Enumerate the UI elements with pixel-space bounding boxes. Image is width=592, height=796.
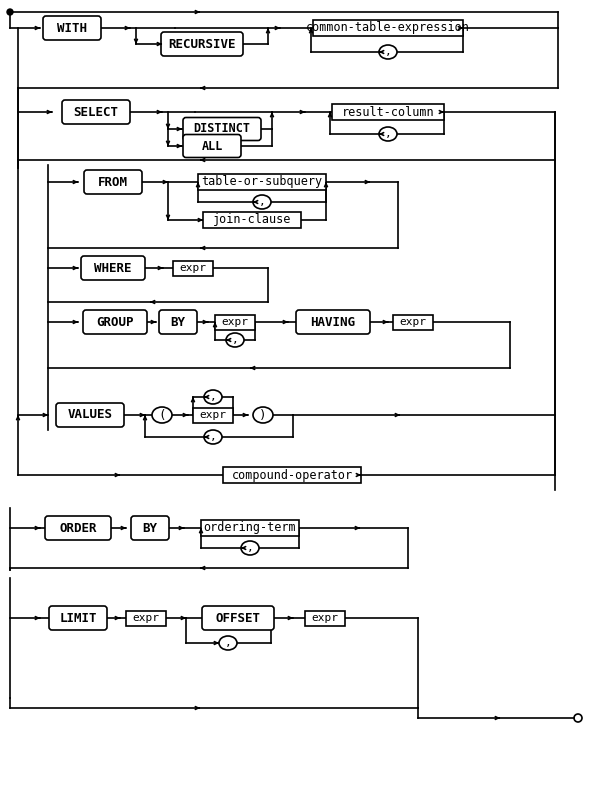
FancyBboxPatch shape (202, 606, 274, 630)
FancyBboxPatch shape (81, 256, 145, 280)
FancyBboxPatch shape (183, 118, 261, 141)
Text: join-clause: join-clause (213, 213, 291, 227)
FancyBboxPatch shape (201, 520, 299, 536)
Text: ,: , (247, 543, 253, 553)
Ellipse shape (379, 127, 397, 141)
Ellipse shape (379, 45, 397, 59)
Ellipse shape (219, 636, 237, 650)
Text: ,: , (210, 432, 216, 442)
Text: ALL: ALL (201, 139, 223, 153)
FancyBboxPatch shape (49, 606, 107, 630)
Text: common-table-expression: common-table-expression (306, 21, 470, 34)
FancyBboxPatch shape (45, 516, 111, 540)
Text: compound-operator: compound-operator (231, 469, 353, 482)
FancyBboxPatch shape (159, 310, 197, 334)
Text: ,: , (385, 129, 391, 139)
Text: expr: expr (133, 613, 159, 623)
Text: GROUP: GROUP (96, 315, 134, 329)
FancyBboxPatch shape (62, 100, 130, 124)
Text: RECURSIVE: RECURSIVE (168, 37, 236, 50)
Ellipse shape (253, 407, 273, 423)
Text: result-column: result-column (342, 106, 435, 119)
FancyBboxPatch shape (173, 260, 213, 275)
Text: BY: BY (143, 521, 157, 534)
FancyBboxPatch shape (313, 20, 463, 36)
FancyBboxPatch shape (215, 314, 255, 330)
FancyBboxPatch shape (296, 310, 370, 334)
Text: expr: expr (221, 317, 249, 327)
FancyBboxPatch shape (126, 611, 166, 626)
FancyBboxPatch shape (84, 170, 142, 194)
Text: WHERE: WHERE (94, 262, 132, 275)
Text: (: ( (158, 408, 166, 422)
Text: ordering-term: ordering-term (204, 521, 297, 534)
FancyBboxPatch shape (223, 467, 361, 483)
FancyBboxPatch shape (183, 135, 241, 158)
Ellipse shape (152, 407, 172, 423)
FancyBboxPatch shape (198, 174, 326, 190)
Text: FROM: FROM (98, 175, 128, 189)
Ellipse shape (204, 430, 222, 444)
Text: HAVING: HAVING (310, 315, 356, 329)
Text: ): ) (259, 408, 267, 422)
Ellipse shape (226, 333, 244, 347)
Text: SELECT: SELECT (73, 106, 118, 119)
FancyBboxPatch shape (161, 32, 243, 56)
FancyBboxPatch shape (332, 104, 444, 120)
FancyBboxPatch shape (56, 403, 124, 427)
Text: BY: BY (170, 315, 185, 329)
Text: ,: , (224, 638, 231, 648)
FancyBboxPatch shape (203, 212, 301, 228)
Text: ,: , (259, 197, 265, 207)
Ellipse shape (204, 390, 222, 404)
Text: OFFSET: OFFSET (215, 611, 260, 625)
Text: ,: , (385, 47, 391, 57)
Text: ORDER: ORDER (59, 521, 96, 534)
Text: expr: expr (200, 410, 227, 420)
FancyBboxPatch shape (83, 310, 147, 334)
Text: VALUES: VALUES (67, 408, 112, 422)
FancyBboxPatch shape (43, 16, 101, 40)
Text: expr: expr (311, 613, 339, 623)
FancyBboxPatch shape (305, 611, 345, 626)
Circle shape (7, 9, 13, 15)
Text: LIMIT: LIMIT (59, 611, 96, 625)
Text: ,: , (210, 392, 216, 402)
FancyBboxPatch shape (393, 314, 433, 330)
Text: expr: expr (400, 317, 426, 327)
Ellipse shape (253, 195, 271, 209)
Text: WITH: WITH (57, 21, 87, 34)
Text: table-or-subquery: table-or-subquery (201, 175, 323, 189)
Text: DISTINCT: DISTINCT (194, 123, 250, 135)
Text: expr: expr (179, 263, 207, 273)
FancyBboxPatch shape (193, 408, 233, 423)
FancyBboxPatch shape (131, 516, 169, 540)
Text: ,: , (231, 335, 239, 345)
Ellipse shape (241, 541, 259, 555)
